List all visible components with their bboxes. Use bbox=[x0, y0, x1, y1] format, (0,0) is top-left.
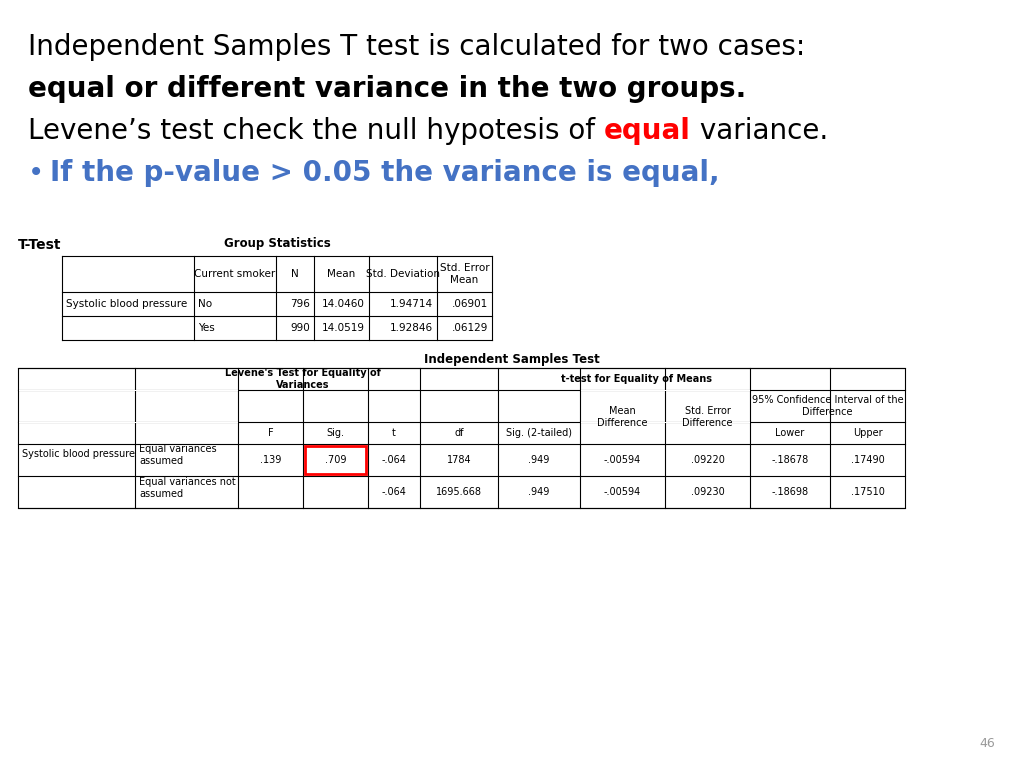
Text: Equal variances not
assumed: Equal variances not assumed bbox=[139, 477, 236, 498]
Text: T-Test: T-Test bbox=[18, 238, 61, 252]
Bar bbox=[18, 368, 905, 508]
Text: t-test for Equality of Means: t-test for Equality of Means bbox=[561, 374, 712, 384]
Text: Sig. (2-tailed): Sig. (2-tailed) bbox=[506, 428, 572, 438]
Text: Yes: Yes bbox=[198, 323, 215, 333]
Text: Equal variances
assumed: Equal variances assumed bbox=[139, 444, 217, 466]
Text: 1.92846: 1.92846 bbox=[390, 323, 433, 333]
Text: -.18698: -.18698 bbox=[771, 487, 809, 497]
Text: F: F bbox=[267, 428, 273, 438]
Text: 990: 990 bbox=[290, 323, 310, 333]
Text: variance.: variance. bbox=[691, 117, 828, 145]
Text: -.00594: -.00594 bbox=[604, 487, 641, 497]
Text: .17490: .17490 bbox=[851, 455, 885, 465]
Bar bbox=[18, 389, 238, 390]
Text: .949: .949 bbox=[528, 455, 550, 465]
Text: 1695.668: 1695.668 bbox=[436, 487, 482, 497]
Text: Current smoker: Current smoker bbox=[195, 269, 275, 279]
Bar bbox=[581, 389, 750, 390]
Text: .139: .139 bbox=[260, 455, 282, 465]
Text: 14.0460: 14.0460 bbox=[323, 299, 365, 309]
Text: If the p-value > 0.05 the variance is equal,: If the p-value > 0.05 the variance is eq… bbox=[50, 159, 720, 187]
Text: Upper: Upper bbox=[853, 428, 883, 438]
Text: equal or different variance in the two groups.: equal or different variance in the two g… bbox=[28, 75, 746, 103]
Text: -.064: -.064 bbox=[382, 487, 407, 497]
Text: -.18678: -.18678 bbox=[771, 455, 809, 465]
Text: .09230: .09230 bbox=[690, 487, 724, 497]
Text: Systolic blood pressure: Systolic blood pressure bbox=[22, 449, 135, 459]
Text: 796: 796 bbox=[290, 299, 310, 309]
Text: Levene’s test check the null hypotesis of: Levene’s test check the null hypotesis o… bbox=[28, 117, 604, 145]
Text: t: t bbox=[392, 428, 396, 438]
Text: .949: .949 bbox=[528, 487, 550, 497]
Text: •: • bbox=[28, 159, 44, 187]
Text: Mean
Difference: Mean Difference bbox=[597, 406, 648, 428]
Text: N: N bbox=[291, 269, 299, 279]
Text: 95% Confidence Interval of the
Difference: 95% Confidence Interval of the Differenc… bbox=[752, 396, 903, 417]
Text: .17510: .17510 bbox=[851, 487, 885, 497]
Text: df: df bbox=[455, 428, 464, 438]
Text: -.00594: -.00594 bbox=[604, 455, 641, 465]
Text: Group Statistics: Group Statistics bbox=[223, 237, 331, 250]
Text: .06129: .06129 bbox=[452, 323, 488, 333]
Text: 14.0519: 14.0519 bbox=[322, 323, 365, 333]
Text: .06901: .06901 bbox=[452, 299, 488, 309]
Text: .09220: .09220 bbox=[690, 455, 724, 465]
Text: 1784: 1784 bbox=[446, 455, 471, 465]
Text: Independent Samples Test: Independent Samples Test bbox=[424, 353, 600, 366]
Text: Std. Error
Mean: Std. Error Mean bbox=[439, 263, 489, 285]
Text: .709: .709 bbox=[325, 455, 346, 465]
Text: No: No bbox=[198, 299, 212, 309]
Text: Std. Deviation: Std. Deviation bbox=[366, 269, 440, 279]
Text: Levene's Test for Equality of
Variances: Levene's Test for Equality of Variances bbox=[225, 368, 381, 390]
Text: Lower: Lower bbox=[775, 428, 805, 438]
Text: 46: 46 bbox=[979, 737, 995, 750]
Text: Systolic blood pressure: Systolic blood pressure bbox=[66, 299, 187, 309]
Text: Independent Samples T test is calculated for two cases:: Independent Samples T test is calculated… bbox=[28, 33, 805, 61]
Bar bbox=[305, 446, 366, 474]
Text: Mean: Mean bbox=[328, 269, 355, 279]
Text: Std. Error
Difference: Std. Error Difference bbox=[682, 406, 733, 428]
Text: -.064: -.064 bbox=[382, 455, 407, 465]
Text: equal: equal bbox=[604, 117, 691, 145]
Text: 1.94714: 1.94714 bbox=[390, 299, 433, 309]
Text: Sig.: Sig. bbox=[327, 428, 344, 438]
